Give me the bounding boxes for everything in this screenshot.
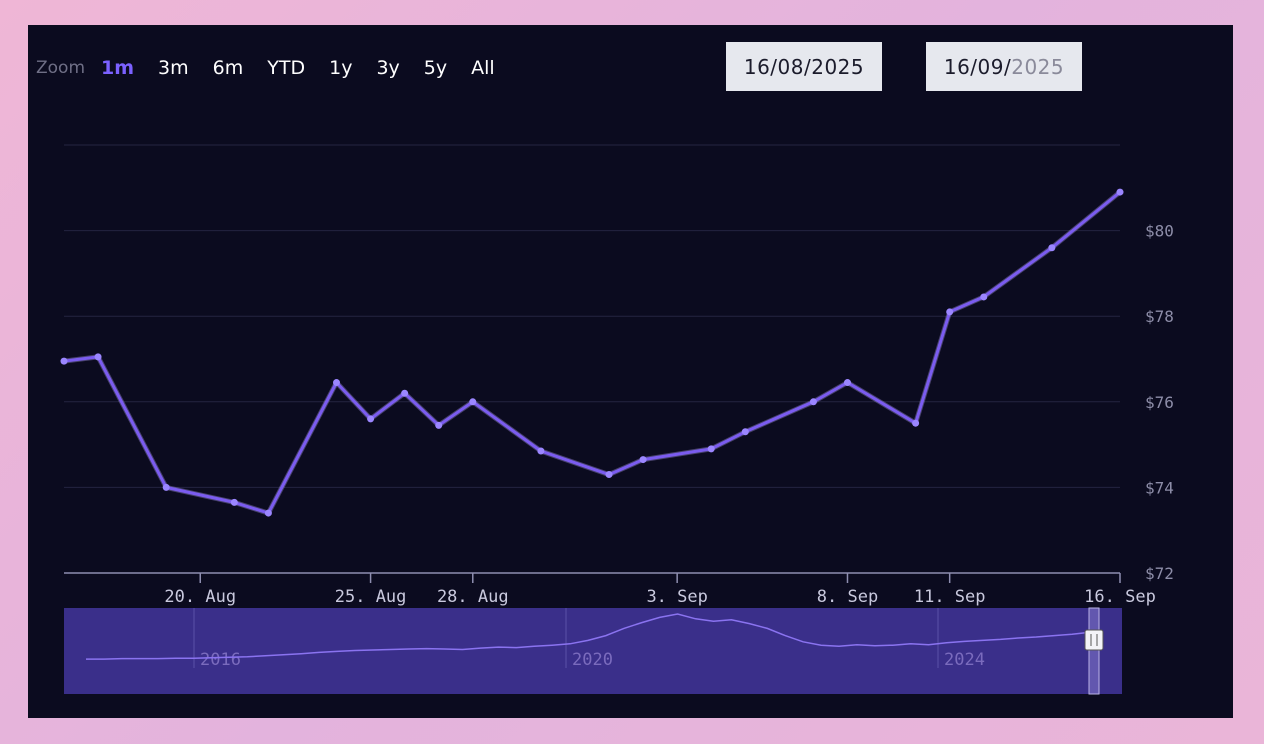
data-point bbox=[707, 445, 715, 453]
data-point bbox=[435, 421, 443, 429]
navigator-tick-label: 2020 bbox=[572, 650, 613, 670]
x-tick-label: 3. Sep bbox=[646, 587, 707, 607]
navigator-tick-label: 2024 bbox=[944, 650, 985, 670]
zoom-3y-button[interactable]: 3y bbox=[376, 57, 400, 79]
y-tick-label: $72 bbox=[1145, 564, 1174, 583]
y-tick-label: $76 bbox=[1145, 393, 1174, 412]
data-point bbox=[401, 389, 409, 397]
x-tick-label: 25. Aug bbox=[335, 587, 407, 607]
data-point bbox=[912, 419, 920, 427]
zoom-3m-button[interactable]: 3m bbox=[158, 57, 189, 79]
x-tick-label: 28. Aug bbox=[437, 587, 509, 607]
data-point bbox=[1116, 188, 1124, 196]
navigator-handle[interactable] bbox=[1084, 629, 1104, 651]
data-point bbox=[60, 357, 68, 365]
zoom-1m-button[interactable]: 1m bbox=[101, 57, 135, 79]
y-tick-label: $78 bbox=[1145, 307, 1174, 326]
data-point bbox=[230, 498, 238, 506]
zoom-ytd-button[interactable]: YTD bbox=[267, 57, 306, 79]
data-point bbox=[843, 379, 851, 387]
y-tick-label: $80 bbox=[1145, 222, 1174, 241]
series-line-glow bbox=[63, 190, 1122, 516]
data-point bbox=[367, 415, 375, 423]
date-from-value: 16/08/2025 bbox=[743, 54, 865, 79]
x-tick-label: 8. Sep bbox=[817, 587, 878, 607]
series-line bbox=[63, 190, 1121, 515]
data-point bbox=[639, 456, 647, 464]
zoom-5y-button[interactable]: 5y bbox=[423, 57, 448, 79]
navigator-window bbox=[1088, 607, 1100, 695]
zoom-6m-button[interactable]: 6m bbox=[212, 57, 244, 79]
date-to-value: 16/09/2025 bbox=[943, 54, 1065, 79]
data-point bbox=[162, 483, 170, 491]
data-point bbox=[469, 398, 477, 406]
zoom-label: Zoom bbox=[36, 58, 86, 78]
x-tick-label: 11. Sep bbox=[914, 587, 986, 607]
zoom-selector: Zoom 1m 3m 6m YTD 1y 3y 5y All bbox=[36, 55, 519, 81]
data-point bbox=[946, 308, 954, 316]
data-point bbox=[980, 293, 988, 301]
x-tick-label: 16. Sep bbox=[1084, 587, 1156, 607]
data-point bbox=[537, 447, 545, 455]
data-point bbox=[605, 471, 613, 479]
x-tick-label: 20. Aug bbox=[164, 587, 236, 607]
date-to-input[interactable]: 16/09/2025 bbox=[926, 42, 1082, 91]
date-from-input[interactable]: 16/08/2025 bbox=[726, 42, 882, 91]
y-tick-label: $74 bbox=[1145, 478, 1174, 497]
data-point bbox=[1048, 244, 1056, 252]
navigator-background bbox=[64, 608, 1122, 694]
zoom-1y-button[interactable]: 1y bbox=[329, 57, 353, 79]
data-point bbox=[333, 379, 341, 387]
data-point bbox=[741, 428, 749, 436]
data-point bbox=[264, 509, 272, 517]
data-point bbox=[809, 398, 817, 406]
navigator-series-line bbox=[86, 613, 1091, 660]
navigator-tick-label: 2016 bbox=[200, 650, 241, 670]
chart-panel bbox=[28, 25, 1233, 718]
data-point bbox=[94, 353, 102, 361]
zoom-all-button[interactable]: All bbox=[471, 57, 495, 79]
